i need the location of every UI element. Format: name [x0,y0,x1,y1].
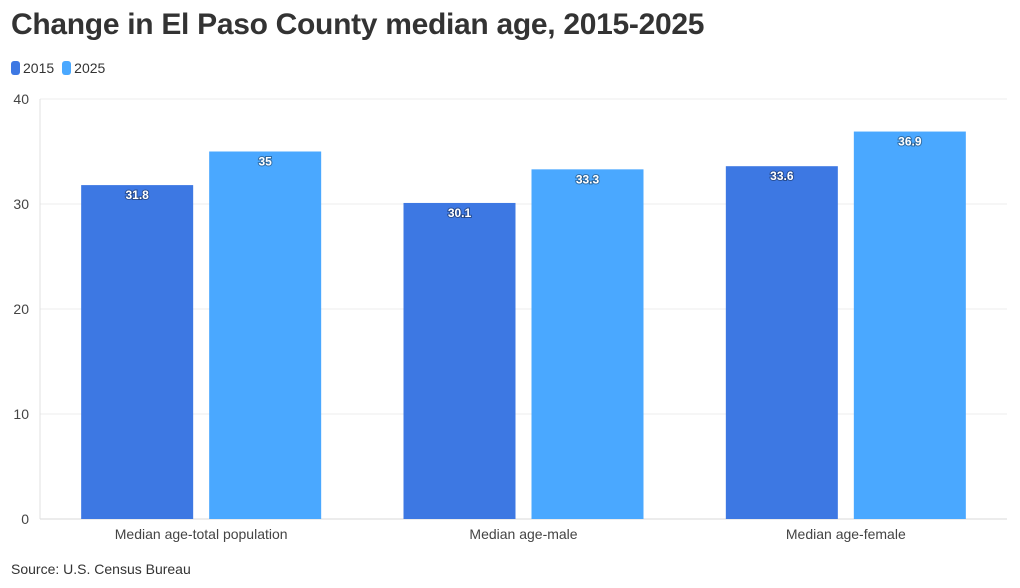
y-tick-label-40: 40 [13,91,29,107]
bar-label-2025-2: 36.9 [898,135,922,149]
y-tick-label-10: 10 [13,406,29,422]
bar-2025-1[interactable] [531,169,644,519]
bar-label-2015-2: 33.6 [770,169,794,183]
legend-item-2025[interactable]: 2025 [62,60,105,76]
x-category-label-2: Median age-female [786,526,906,542]
y-tick-label-20: 20 [13,301,29,317]
legend-swatch-2015 [11,61,20,75]
x-category-label-0: Median age-total population [115,526,288,542]
bar-label-2025-1: 33.3 [576,172,600,186]
legend-label-2015: 2015 [23,60,55,76]
x-category-label-1: Median age-male [469,526,577,542]
bar-2025-0[interactable] [209,151,322,520]
y-tick-label-0: 0 [21,511,29,527]
y-tick-label-30: 30 [13,196,29,212]
legend-label-2025: 2025 [74,60,106,76]
legend-item-2015[interactable]: 2015 [11,60,54,76]
source-note: Source: U.S. Census Bureau [11,561,191,577]
legend: 2015 2025 [11,60,105,76]
bar-label-2015-1: 30.1 [448,206,472,220]
bar-label-2015-0: 31.8 [125,188,149,202]
bar-2015-0[interactable] [81,185,194,519]
chart-title: Change in El Paso County median age, 201… [11,8,705,41]
bar-2025-2[interactable] [853,131,966,520]
bar-label-2025-0: 35 [258,155,272,169]
legend-swatch-2025 [62,61,72,75]
bar-2015-2[interactable] [725,166,838,519]
bar-2015-1[interactable] [403,202,516,519]
